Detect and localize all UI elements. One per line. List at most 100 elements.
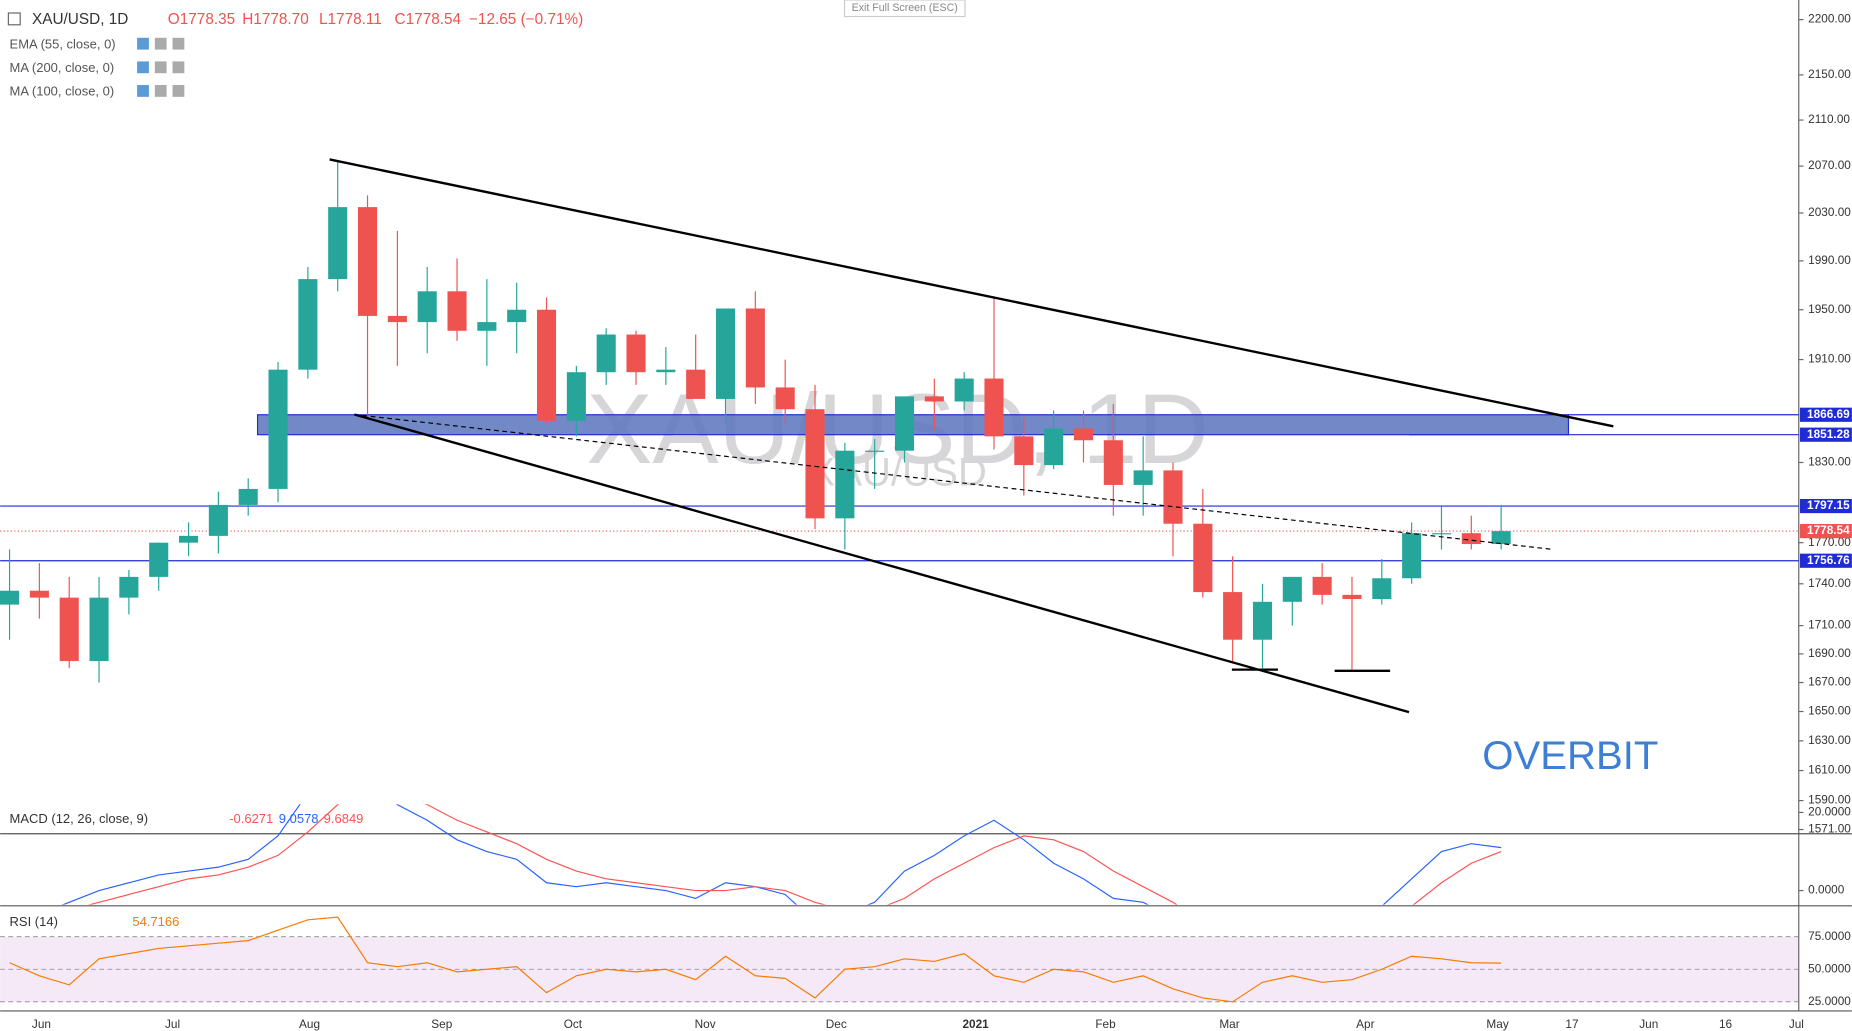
exit-button[interactable] <box>843 0 966 18</box>
study-icons <box>137 37 185 97</box>
y-tick-label: 2070.00 <box>1808 158 1851 172</box>
candle-body <box>924 396 944 402</box>
exit-label[interactable]: Exit Full Screen (ESC) <box>852 2 958 14</box>
x-tick-label: Sep <box>431 1017 452 1031</box>
candle-body <box>596 334 616 373</box>
rsi-pane: 75.0000 50.0000 25.0000 <box>0 916 1851 1008</box>
time-axis: Jun Jul Aug Sep Oct Nov Dec 2021 Feb Mar Apr May 17 J… <box>32 1017 1804 1031</box>
ohlc-change: −12.65 (−0.71%) <box>469 11 583 28</box>
level-tag <box>1799 498 1852 514</box>
y-tick-label: 25.0000 <box>1808 994 1851 1008</box>
candle-body <box>954 378 974 402</box>
x-tick-label: 17 <box>1565 1017 1578 1031</box>
ohlc-close: C1778.54 <box>395 11 462 28</box>
ohlc-low: L1778.11 <box>319 11 382 28</box>
symbol[interactable]: XAU/USD, 1D <box>32 11 128 28</box>
candle-body <box>1372 578 1392 600</box>
level-label: 1866.69 <box>1807 407 1850 421</box>
x-tick-label: Jun <box>32 1017 51 1031</box>
macd-title[interactable]: MACD (12, 26, close, 9) <box>10 811 149 826</box>
candle-body <box>149 542 169 577</box>
y-tick-label: 20.0000 <box>1808 805 1851 819</box>
candle-body <box>1073 428 1094 441</box>
trendline <box>329 158 1614 428</box>
candle-body <box>357 207 378 316</box>
candle-body <box>208 504 228 536</box>
candle-body <box>1461 533 1481 545</box>
candle-body <box>1431 533 1452 535</box>
candle-body <box>865 450 885 452</box>
level-tag <box>1799 427 1852 442</box>
study-label[interactable]: MA (100, close, 0) <box>10 84 115 99</box>
candle-body <box>447 291 467 331</box>
candle-body <box>1044 428 1064 466</box>
candle-body <box>1223 592 1243 640</box>
x-tick-label: Dec <box>826 1017 847 1031</box>
y-tick-label: 2200.00 <box>1808 12 1851 26</box>
study-label[interactable]: EMA (55, close, 0) <box>10 36 116 51</box>
x-tick-label: Aug <box>299 1017 320 1031</box>
candle-body <box>775 387 795 410</box>
candle-body <box>89 597 109 662</box>
candle-body <box>1282 576 1302 602</box>
candle-body <box>1163 470 1183 524</box>
rsi-title[interactable]: RSI (14) <box>10 914 58 929</box>
rsi-readout: 54.7166 <box>132 914 179 929</box>
y-tick-label: 1630.00 <box>1808 733 1851 747</box>
candle-body <box>1103 440 1123 485</box>
price-pane: 2200.00 2150.00 2110.00 2070.00 2030.00 1990.… <box>0 12 1852 836</box>
collapse-icon[interactable] <box>7 12 21 26</box>
candle-body <box>715 308 736 399</box>
candle-body <box>1014 436 1034 466</box>
candle-body <box>656 369 676 373</box>
candle-body <box>238 488 258 505</box>
candle-body <box>1402 533 1422 579</box>
y-tick-label: 0.0000 <box>1808 883 1845 897</box>
candle-body <box>745 308 765 388</box>
macd-readout: 9.0578 <box>279 811 319 826</box>
y-tick-label: 1690.00 <box>1808 646 1851 660</box>
candle-body <box>29 590 49 598</box>
watermark-sub: XAU/USD <box>808 449 986 494</box>
x-tick-label: May <box>1486 1017 1508 1031</box>
x-tick-label: Jul <box>165 1017 180 1031</box>
candle-body <box>477 322 497 331</box>
candle-body <box>178 535 199 543</box>
level-tag <box>1799 407 1852 422</box>
y-tick-label: 75.0000 <box>1808 929 1851 943</box>
macd-pane: 20.0000 0.0000 <box>61 804 1851 905</box>
y-tick-label: 1670.00 <box>1808 675 1851 689</box>
x-tick-label: Oct <box>564 1017 583 1031</box>
x-tick-label: Jul <box>1789 1017 1804 1031</box>
candle-body <box>268 369 288 489</box>
y-tick-label: 1571.00 <box>1808 822 1851 836</box>
macd-readout: -0.6271 <box>229 811 273 826</box>
y-tick-label: 2150.00 <box>1808 67 1851 81</box>
y-tick-label: 1910.00 <box>1808 352 1851 366</box>
macd-readout: 9.6849 <box>324 811 364 826</box>
y-tick-label: 1770.00 <box>1808 535 1851 549</box>
ohlc-high: H1778.70 <box>242 11 309 28</box>
candle-body <box>626 334 646 373</box>
y-tick-label: 50.0000 <box>1808 961 1851 975</box>
trendline <box>354 413 1410 714</box>
study-label[interactable]: MA (200, close, 0) <box>10 60 115 75</box>
candle-body <box>1133 470 1153 485</box>
macd-line <box>87 804 1502 905</box>
x-tick-label: Nov <box>695 1017 716 1031</box>
candle-body <box>894 396 915 451</box>
y-tick-label: 1610.00 <box>1808 763 1851 777</box>
y-tick-label: 1590.00 <box>1808 793 1851 807</box>
ohlc-open: O1778.35 <box>168 11 235 28</box>
last-price-label: 1778.54 <box>1807 523 1850 537</box>
candle-body <box>835 450 855 519</box>
candle-body <box>387 315 407 323</box>
candle-body <box>536 309 557 421</box>
candle-body <box>1312 576 1332 595</box>
y-tick-label: 1740.00 <box>1808 576 1851 590</box>
candle-body <box>507 309 527 323</box>
candle-body <box>805 409 825 519</box>
candle-body <box>0 590 20 605</box>
rsi-line <box>9 916 1502 1003</box>
